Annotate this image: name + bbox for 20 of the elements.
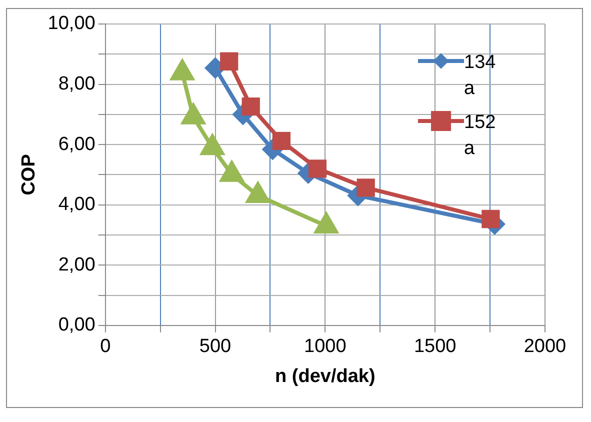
point [272, 132, 290, 150]
point [356, 178, 375, 197]
y-tick-label: 10,00 [48, 13, 96, 34]
y-tick-label: 4,00 [58, 194, 96, 216]
x-tick-label: 2000 [524, 336, 566, 358]
x-tick-label: 500 [199, 336, 232, 358]
point [205, 58, 226, 78]
y-axis-title: COP [18, 154, 40, 196]
x-axis-title: n (dev/dak) [275, 366, 376, 387]
y-tick-label: 6,00 [58, 134, 96, 155]
y-tick-label: 8,00 [58, 74, 96, 95]
y-tick-label: 2,00 [58, 254, 96, 276]
point [220, 52, 238, 70]
x-tick-label: 1000 [304, 336, 346, 358]
y-tick-label: 0,00 [58, 314, 96, 336]
point [308, 160, 327, 178]
point [482, 210, 500, 228]
point [242, 98, 260, 116]
x-tick-label: 0 [100, 336, 111, 358]
x-tick-label: 1500 [414, 336, 456, 358]
